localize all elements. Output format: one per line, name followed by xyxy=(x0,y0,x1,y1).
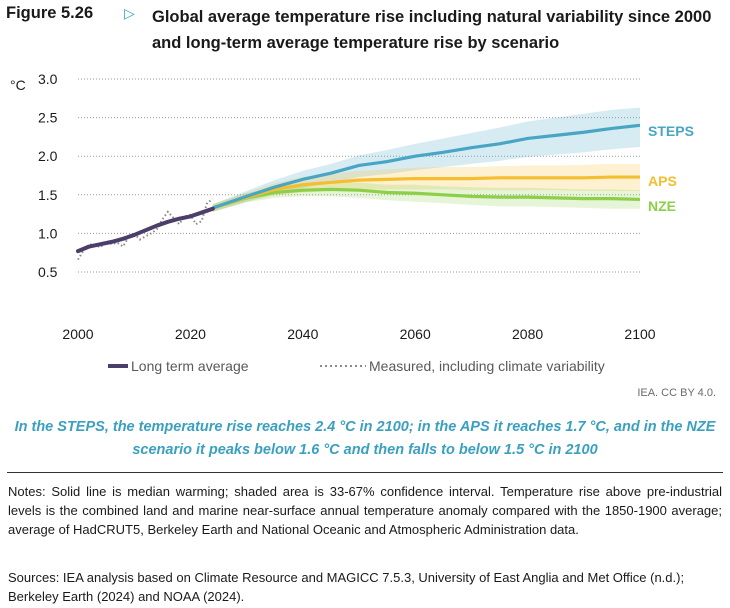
x-tick-label: 2000 xyxy=(62,326,93,342)
nze-label: NZE xyxy=(648,198,676,214)
gridlines xyxy=(78,78,640,273)
steps-line xyxy=(212,123,641,210)
y-tick-label: 0.5 xyxy=(38,264,58,280)
y-tick-label: 1.0 xyxy=(38,225,58,241)
nze-line xyxy=(212,187,641,210)
aps-label: APS xyxy=(648,173,677,189)
sources: Sources: IEA analysis based on Climate R… xyxy=(8,570,685,604)
series-labels: STEPS APS NZE xyxy=(648,123,694,214)
x-tick-label: 2100 xyxy=(624,326,655,342)
figure-number: Figure 5.26 xyxy=(6,4,94,22)
figure-arrow-icon: ▷ xyxy=(124,5,135,21)
y-tick-label: 2.5 xyxy=(38,110,58,126)
x-tick-label: 2060 xyxy=(400,326,431,342)
aps-line xyxy=(212,175,640,210)
confidence-bands xyxy=(212,107,640,212)
y-tick-label: 2.0 xyxy=(38,148,58,164)
long-term-average-line xyxy=(76,206,215,254)
y-axis-label: °C xyxy=(10,77,26,93)
legend-long-term-label: Long term average xyxy=(131,358,249,374)
legend-measured-label: Measured, including climate variability xyxy=(369,358,605,374)
steps-confidence-band xyxy=(212,107,640,212)
divider xyxy=(7,472,723,473)
y-tick-label: 1.5 xyxy=(38,187,58,203)
key-message: In the STEPS, the temperature rise reach… xyxy=(14,419,716,458)
figure-title: Global average temperature rise includin… xyxy=(152,8,712,52)
notes: Notes: Solid line is median warming; sha… xyxy=(8,484,722,537)
legend: Long term average Measured, including cl… xyxy=(108,358,605,374)
series-lines xyxy=(76,123,641,261)
steps-label: STEPS xyxy=(648,123,694,139)
y-tick-label: 3.0 xyxy=(38,71,58,87)
temperature-chart: °C 3.0 2.5 2.0 1.5 1.0 0.5 2000 2020 2040 2060 208… xyxy=(10,71,694,374)
axis-ticks: 3.0 2.5 2.0 1.5 1.0 0.5 2000 2020 2040 2060 2080 21… xyxy=(38,71,656,342)
credit: IEA. CC BY 4.0. xyxy=(637,387,716,399)
x-tick-label: 2080 xyxy=(512,326,543,342)
x-tick-label: 2040 xyxy=(287,326,318,342)
x-tick-label: 2020 xyxy=(175,326,206,342)
